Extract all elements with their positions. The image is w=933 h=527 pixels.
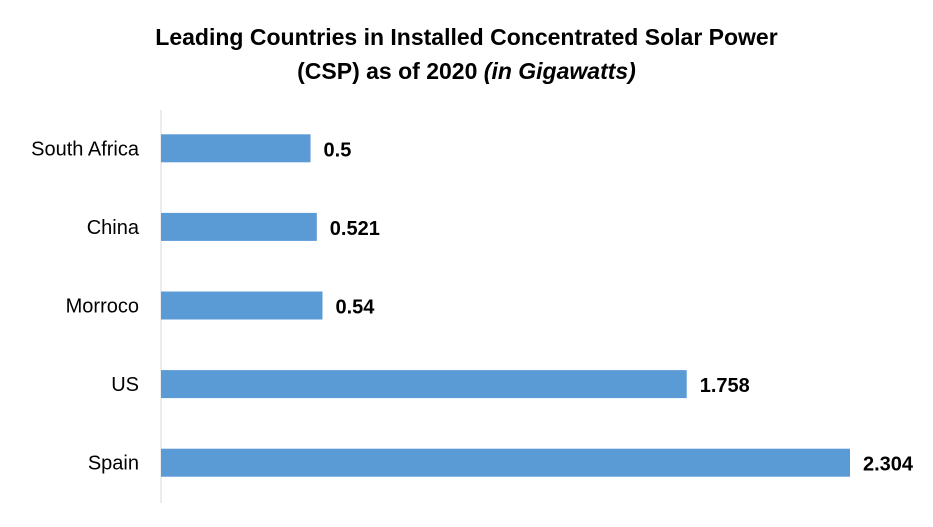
category-label: US [111,374,139,396]
bar-south-africa [161,134,311,163]
data-label: 2.304 [863,454,914,476]
bar-spain [161,448,850,477]
category-label: Morroco [66,296,139,318]
data-label: 0.521 [330,218,380,240]
chart-title: Leading Countries in Installed Concentra… [0,20,933,88]
chart-title-units: (in Gigawatts) [483,58,636,84]
bar-china [161,212,317,241]
data-label: 1.758 [700,375,750,397]
data-label: 0.5 [324,139,352,161]
bars-group: South Africa 0.5 China 0.521 Morroco 0.54 US 1.… [31,134,914,477]
category-label: South Africa [31,138,140,160]
chart-title-line1: Leading Countries in Installed Concentra… [155,24,778,50]
bar-morroco [161,291,323,320]
chart-title-line2: (CSP) as of 2020 (in Gigawatts) [0,54,933,88]
chart-title-main: (CSP) as of 2020 [297,58,484,84]
category-label: China [87,217,140,239]
category-label: Spain [88,453,139,475]
bar-us [161,370,687,399]
data-label: 0.54 [335,297,375,319]
